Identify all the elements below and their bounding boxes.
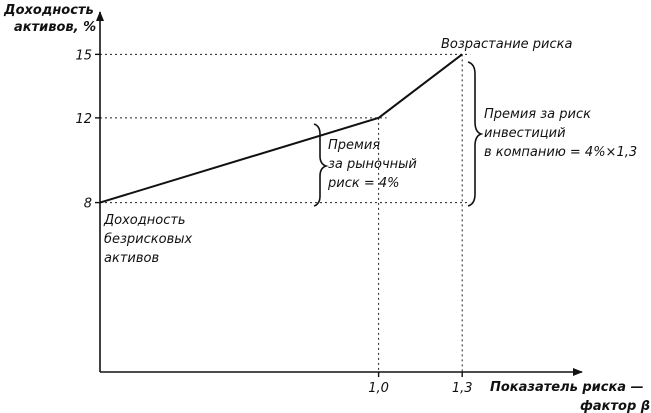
risk-free-label-line-1: Доходность [103, 213, 186, 228]
company-premium-label-line-2: инвестиций [484, 126, 566, 141]
x-axis-title-line-2: фактор β [580, 399, 650, 413]
risk-free-label-line-2: безрисковых [104, 232, 193, 247]
market-premium-brace [313, 123, 329, 207]
x-tick-label-1-0: 1,0 [368, 381, 389, 396]
market-premium-label-line-2: за рыночный [328, 157, 417, 172]
tick-marks [95, 53, 463, 377]
guide-lines [100, 53, 471, 372]
y-tick-label-12: 12 [75, 112, 92, 127]
x-tick-label-1-3: 1,3 [452, 381, 473, 396]
security-market-line [99, 53, 463, 204]
company-premium-label-line-3: в компанию = 4%×1,3 [484, 145, 637, 160]
risk-free-label-line-3: активов [104, 251, 159, 266]
y-axis-title-line-1: Доходность [3, 3, 94, 18]
x-axis-title-line-1: Показатель риска — [490, 380, 644, 395]
y-axis-title-line-2: активов, % [14, 20, 96, 35]
company-premium-label-line-1: Премия за риск [484, 107, 591, 122]
company-premium-brace [467, 61, 484, 207]
market-premium-label-line-3: риск = 4% [327, 176, 399, 191]
tick-labels: 15 12 8 1,0 1,3 [75, 48, 472, 396]
market-premium-label-line-1: Премия [328, 138, 380, 153]
rising-risk-label: Возрастание риска [441, 37, 572, 52]
y-tick-label-8: 8 [84, 197, 92, 212]
y-tick-label-15: 15 [75, 48, 92, 63]
